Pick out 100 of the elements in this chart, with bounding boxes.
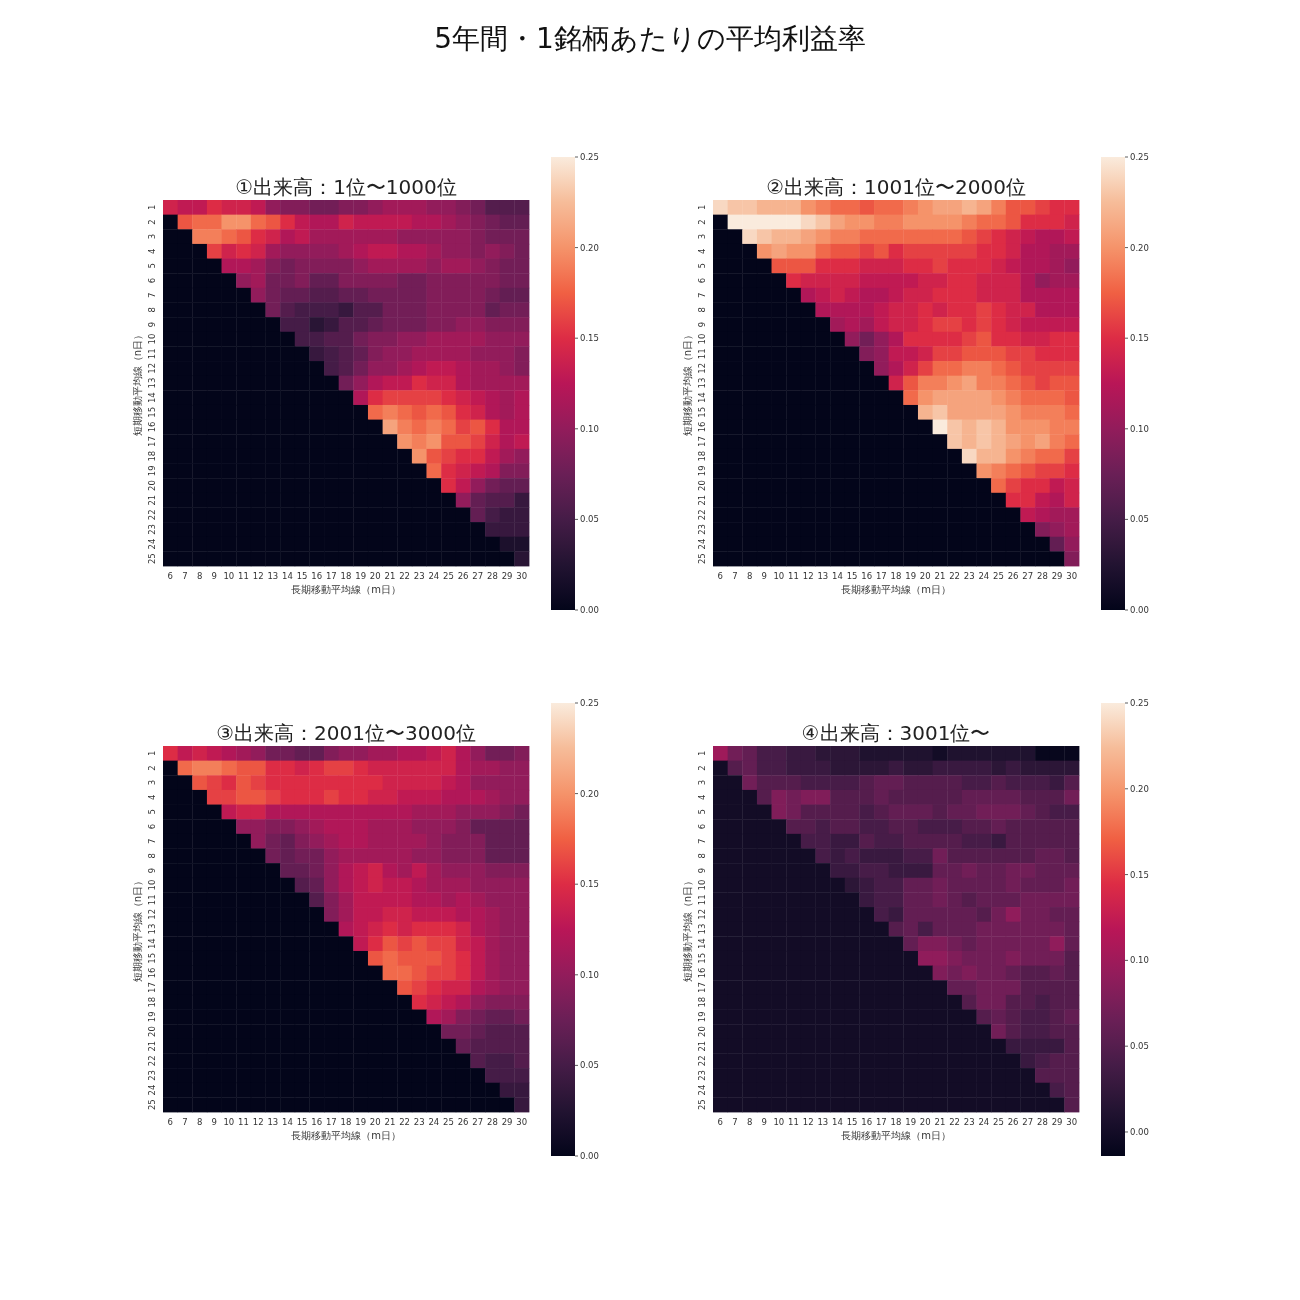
- x-tick-label: 28: [1036, 571, 1048, 581]
- y-tick-label: 17: [697, 982, 707, 993]
- x-axis-title: 長期移動平均線（m日）: [291, 584, 401, 595]
- x-tick-label: 21: [384, 571, 396, 581]
- color-bar-label: 0.00: [1130, 1126, 1149, 1137]
- x-tick-label: 12: [802, 571, 814, 581]
- y-tick-label: 13: [147, 377, 157, 389]
- color-bar-label: 0.10: [580, 423, 599, 434]
- y-tick-label: 21: [697, 494, 707, 506]
- y-tick-label: 25: [697, 1099, 707, 1111]
- y-tick-label: 18: [147, 450, 157, 462]
- y-tick-label: 20: [147, 1026, 157, 1037]
- y-tick-label: 23: [697, 523, 707, 535]
- y-tick-label: 19: [697, 1011, 707, 1023]
- y-tick-label: 18: [697, 450, 707, 462]
- y-tick-label: 4: [697, 794, 707, 800]
- y-tick-label: 24: [697, 538, 707, 550]
- y-tick-label: 1: [147, 204, 157, 211]
- y-tick-label: 16: [147, 421, 157, 433]
- x-tick-label: 15: [296, 571, 308, 581]
- y-tick-label: 2: [697, 765, 707, 771]
- chart-title: ①出来高：1位〜1000位: [235, 175, 457, 199]
- x-tick-label: 26: [457, 1117, 469, 1127]
- x-tick-label: 21: [934, 1117, 946, 1127]
- color-bar-label: 0.20: [1130, 242, 1149, 253]
- x-tick-label: 30: [516, 1117, 528, 1127]
- x-tick-label: 28: [486, 571, 498, 581]
- color-bar-label: 0.00: [1130, 605, 1149, 615]
- y-tick-label: 24: [147, 538, 157, 550]
- color-bar-label: 0.20: [580, 788, 599, 799]
- x-tick-label: 26: [1007, 1117, 1019, 1127]
- y-tick-label: 14: [697, 392, 707, 404]
- x-tick-label: 13: [267, 1117, 279, 1127]
- y-tick-label: 3: [697, 233, 707, 240]
- y-tick-label: 22: [697, 509, 707, 521]
- y-tick-label: 12: [147, 362, 157, 374]
- y-tick-label: 6: [697, 277, 707, 284]
- y-tick-label: 8: [697, 307, 707, 313]
- x-tick-label: 11: [238, 571, 249, 581]
- y-tick-label: 9: [147, 321, 157, 328]
- y-tick-label: 7: [697, 292, 707, 298]
- x-tick-label: 18: [340, 1117, 352, 1127]
- x-tick-label: 24: [428, 571, 440, 581]
- x-tick-label: 11: [238, 1117, 249, 1127]
- x-tick-label: 20: [919, 1117, 931, 1127]
- y-tick-label: 7: [697, 838, 707, 844]
- y-tick-label: 10: [147, 879, 157, 891]
- y-tick-label: 13: [697, 923, 707, 935]
- y-tick-label: 16: [147, 967, 157, 979]
- color-bar-label: 0.25: [580, 698, 599, 708]
- color-bar-label: 0.05: [1130, 514, 1149, 525]
- y-tick-label: 1: [697, 204, 707, 211]
- y-tick-label: 22: [147, 509, 157, 521]
- x-tick-label: 7: [732, 1117, 738, 1127]
- chart-title: ③出来高：2001位〜3000位: [216, 721, 476, 745]
- x-tick-label: 11: [788, 1117, 799, 1127]
- color-bar-label: 0.20: [1130, 783, 1149, 794]
- x-axis-title: 長期移動平均線（m日）: [841, 1130, 951, 1141]
- y-axis-title: 短期移動平均線（n日）: [682, 329, 693, 437]
- y-axis-title: 短期移動平均線（n日）: [132, 329, 143, 437]
- y-tick-label: 15: [147, 952, 157, 964]
- x-tick-label: 11: [788, 571, 799, 581]
- y-tick-label: 3: [147, 779, 157, 786]
- x-tick-label: 25: [993, 571, 1004, 581]
- x-tick-label: 22: [399, 1117, 410, 1127]
- y-tick-label: 10: [697, 879, 707, 891]
- x-tick-label: 7: [732, 571, 738, 581]
- x-tick-label: 25: [993, 1117, 1004, 1127]
- x-tick-label: 13: [817, 1117, 829, 1127]
- y-tick-label: 21: [697, 1040, 707, 1052]
- x-tick-label: 8: [746, 1117, 753, 1127]
- x-tick-label: 23: [963, 571, 975, 581]
- y-tick-label: 22: [697, 1055, 707, 1067]
- color-bar-label: 0.15: [1130, 869, 1149, 880]
- y-tick-label: 5: [147, 809, 157, 815]
- x-tick-label: 18: [890, 1117, 902, 1127]
- y-tick-label: 19: [147, 1011, 157, 1023]
- x-tick-label: 22: [399, 571, 410, 581]
- x-tick-label: 10: [223, 1117, 235, 1127]
- x-tick-label: 29: [1051, 1117, 1063, 1127]
- y-tick-label: 20: [697, 1026, 707, 1037]
- y-tick-label: 2: [697, 219, 707, 225]
- x-tick-label: 16: [311, 571, 323, 581]
- y-tick-label: 18: [697, 996, 707, 1008]
- x-tick-label: 25: [443, 571, 454, 581]
- color-bar-label: 0.10: [1130, 423, 1149, 434]
- y-tick-label: 4: [147, 794, 157, 800]
- color-bar-label: 0.25: [580, 152, 599, 162]
- y-tick-label: 12: [697, 908, 707, 920]
- x-tick-label: 9: [211, 1117, 217, 1127]
- y-tick-label: 9: [697, 321, 707, 328]
- y-tick-label: 13: [697, 377, 707, 389]
- x-tick-label: 14: [282, 1117, 293, 1127]
- y-tick-label: 18: [147, 996, 157, 1008]
- x-tick-label: 29: [501, 1117, 513, 1127]
- y-tick-label: 12: [147, 908, 157, 920]
- x-tick-label: 8: [196, 571, 203, 581]
- x-axis-title: 長期移動平均線（m日）: [291, 1130, 401, 1141]
- x-tick-label: 6: [167, 1117, 174, 1127]
- x-tick-label: 12: [252, 1117, 264, 1127]
